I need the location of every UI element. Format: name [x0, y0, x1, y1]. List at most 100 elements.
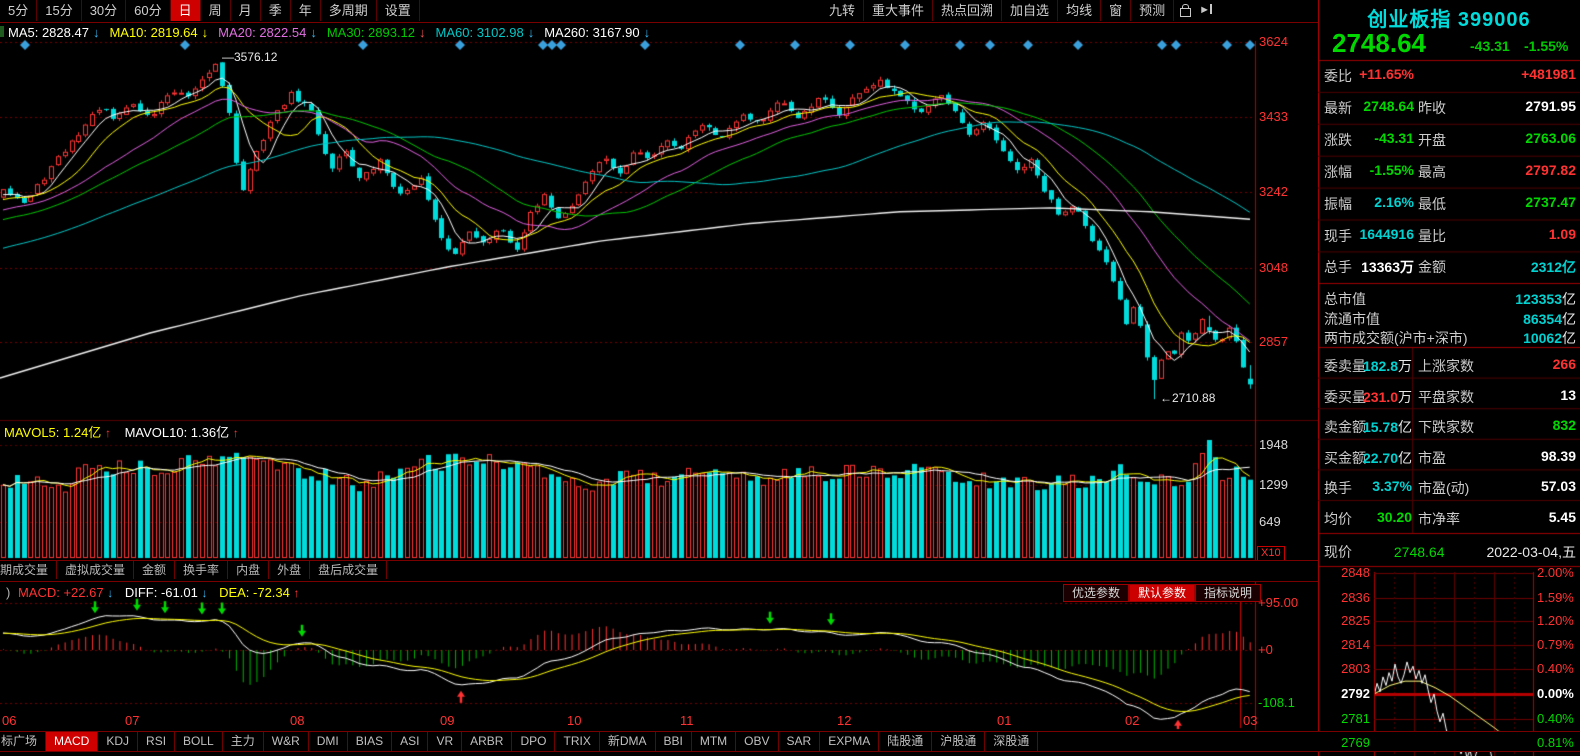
detail-row-value1: 231.0万	[1362, 388, 1412, 405]
detail-row-value2: 98.39	[1540, 447, 1576, 464]
period-button-5分[interactable]: 5分	[0, 0, 38, 21]
cap-row-unit: 亿	[1562, 330, 1576, 346]
indicator-tab-陆股通[interactable]: 陆股通	[879, 732, 933, 751]
tool-button-加自选[interactable]: 加自选	[1002, 0, 1059, 21]
mavol10-up-arrow-icon: ↑	[232, 426, 239, 440]
period-button-60分[interactable]: 60分	[126, 0, 171, 21]
quote-row-label1: 委比	[1324, 68, 1352, 84]
price-change-value: -43.31	[1470, 38, 1510, 54]
indicator-tab-沪股通[interactable]: 沪股通	[932, 732, 986, 751]
indicator-tab-TRIX[interactable]: TRIX	[555, 732, 600, 751]
index-name-title[interactable]: 创业板指 399006	[1367, 9, 1531, 31]
period-button-多周期[interactable]: 多周期	[321, 0, 377, 21]
macd-param-button-默认参数[interactable]: 默认参数	[1129, 584, 1195, 602]
period-button-季[interactable]: 季	[261, 0, 291, 21]
quote-panel-canvas	[1318, 0, 1580, 756]
indicator-tab-ASI[interactable]: ASI	[392, 732, 429, 751]
month-tick-07: 07	[125, 713, 140, 728]
intraday-pct-tick: 0.81%	[1537, 735, 1574, 750]
intraday-price-tick: 2803	[1341, 661, 1370, 676]
tool-button-窗[interactable]: 窗	[1101, 0, 1132, 21]
macd-down-arrow-icon: ↓	[107, 586, 114, 600]
volume-subtab-内盘[interactable]: 内盘	[228, 561, 270, 579]
indicator-tab-OBV[interactable]: OBV	[736, 732, 779, 751]
macd-param-button-指标说明[interactable]: 指标说明	[1195, 584, 1261, 602]
indicator-tab-partial[interactable]: 标广场	[0, 732, 47, 751]
indicator-tab-W&R[interactable]: W&R	[264, 732, 309, 751]
volume-subtab-换手率[interactable]: 换手率	[175, 561, 229, 579]
volume-subtab-金额[interactable]: 金额	[134, 561, 176, 579]
macd-axis-tick: -108.1	[1258, 695, 1295, 710]
quote-row-label1: 涨幅	[1324, 163, 1352, 180]
macd-axis-tick: +0	[1258, 642, 1273, 657]
period-button-日[interactable]: 日	[170, 0, 201, 21]
detail-row-value1: 182.8万	[1362, 358, 1412, 374]
indicator-tab-RSI[interactable]: RSI	[138, 732, 176, 751]
indicator-sliver-icon	[0, 26, 4, 37]
indicator-tab-SAR[interactable]: SAR	[779, 732, 821, 751]
detail-row-value2: 5.45	[1548, 509, 1576, 525]
indicator-tab-EXPMA[interactable]: EXPMA	[820, 732, 880, 751]
intraday-pct-tick: 0.40%	[1537, 661, 1574, 676]
intraday-pct-tick: 2.00%	[1537, 565, 1574, 580]
tool-button-预测[interactable]: 预测	[1131, 0, 1175, 21]
tool-button-九转[interactable]: 九转	[821, 0, 865, 21]
intraday-price-tick: 2848	[1341, 565, 1370, 580]
detail-row-unit1: 万	[1398, 388, 1412, 405]
tool-button-均线[interactable]: 均线	[1058, 0, 1102, 21]
period-button-月[interactable]: 月	[231, 0, 261, 21]
dea-up-arrow-icon: ↑	[293, 586, 300, 600]
price-axis-tick: 2857	[1259, 334, 1288, 349]
ma-label-5: MA260: 3167.90	[544, 25, 640, 40]
indicator-tab-新DMA[interactable]: 新DMA	[600, 732, 656, 751]
indicator-tab-MACD[interactable]: MACD	[46, 732, 99, 751]
indicator-tab-DMI[interactable]: DMI	[309, 732, 348, 751]
intraday-pct-tick: 1.20%	[1537, 613, 1574, 628]
kline-chart-canvas[interactable]	[0, 0, 1318, 756]
quote-row-value1: +11.65%	[1359, 66, 1414, 82]
quote-row-value2: 2737.47	[1525, 193, 1576, 210]
current-price-row: 现价 2748.64	[1324, 543, 1445, 561]
period-button-15分[interactable]: 15分	[37, 0, 82, 21]
unlock-icon[interactable]	[1180, 4, 1192, 17]
macd-prefix: )	[6, 585, 11, 600]
price-axis-tick: 3433	[1259, 109, 1288, 124]
indicator-tab-主力[interactable]: 主力	[223, 732, 264, 751]
macd-param-button-优选参数[interactable]: 优选参数	[1063, 584, 1129, 602]
detail-row-unit1: 万	[1398, 358, 1412, 374]
indicator-tab-ARBR[interactable]: ARBR	[462, 732, 513, 751]
volume-subtab-虚拟成交量[interactable]: 虚拟成交量	[57, 561, 135, 579]
volume-subtab-盘后成交量[interactable]: 盘后成交量	[310, 561, 388, 579]
indicator-tab-DPO[interactable]: DPO	[512, 732, 556, 751]
detail-row-unit1: 亿	[1398, 449, 1412, 466]
period-button-周[interactable]: 周	[201, 0, 231, 21]
detail-row-value1: 15.78亿	[1362, 419, 1412, 436]
tool-button-热点回溯[interactable]: 热点回溯	[933, 0, 1003, 21]
indicator-tab-BIAS[interactable]: BIAS	[348, 732, 393, 751]
tool-button-重大事件[interactable]: 重大事件	[864, 0, 934, 21]
ma-arrow-icon-4: ↓	[527, 25, 535, 40]
indicator-tab-VR[interactable]: VR	[428, 732, 463, 751]
current-price-label: 现价	[1324, 544, 1352, 560]
ma-label-0: MA5: 2828.47	[8, 25, 89, 40]
volume-subtab-期成交量[interactable]: 期成交量	[0, 561, 58, 579]
indicator-tab-BBI[interactable]: BBI	[656, 732, 692, 751]
period-button-年[interactable]: 年	[291, 0, 321, 21]
indicator-tab-KDJ[interactable]: KDJ	[98, 732, 139, 751]
quote-row-label1: 涨跌	[1324, 131, 1352, 148]
price-change-pct: -1.55%	[1524, 38, 1569, 54]
period-button-设置[interactable]: 设置	[377, 0, 420, 21]
indicator-tab-BOLL[interactable]: BOLL	[175, 732, 223, 751]
skip-to-latest-icon[interactable]: ►	[1199, 4, 1212, 16]
period-button-30分[interactable]: 30分	[82, 0, 127, 21]
cap-row-value: 86354亿	[1523, 310, 1576, 327]
macd-label-bar: ) MACD: +22.67 ↓ DIFF: -61.01 ↓ DEA: -72…	[6, 585, 300, 600]
quote-row-value1: 1644916	[1359, 225, 1414, 242]
quote-row-value1: 2.16%	[1374, 193, 1414, 210]
detail-row-label2: 市净率	[1418, 511, 1460, 527]
volume-subtab-外盘[interactable]: 外盘	[269, 561, 311, 579]
quote-row-label1: 振幅	[1324, 195, 1352, 212]
intraday-price-tick: 2769	[1341, 735, 1370, 750]
indicator-tab-深股通[interactable]: 深股通	[985, 732, 1039, 751]
indicator-tab-MTM[interactable]: MTM	[692, 732, 737, 751]
